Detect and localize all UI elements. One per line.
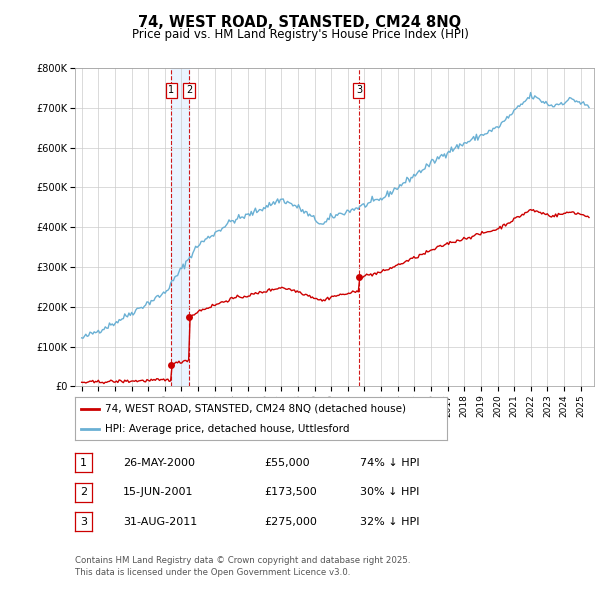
Text: Price paid vs. HM Land Registry's House Price Index (HPI): Price paid vs. HM Land Registry's House … [131, 28, 469, 41]
Text: 74, WEST ROAD, STANSTED, CM24 8NQ: 74, WEST ROAD, STANSTED, CM24 8NQ [139, 15, 461, 30]
Text: 30% ↓ HPI: 30% ↓ HPI [360, 487, 419, 497]
Text: 2: 2 [186, 85, 192, 95]
Text: £173,500: £173,500 [264, 487, 317, 497]
Text: 2: 2 [80, 487, 87, 497]
Text: £275,000: £275,000 [264, 517, 317, 526]
Text: HPI: Average price, detached house, Uttlesford: HPI: Average price, detached house, Uttl… [105, 424, 349, 434]
Text: 74% ↓ HPI: 74% ↓ HPI [360, 458, 419, 467]
Text: 3: 3 [356, 85, 362, 95]
Text: 31-AUG-2011: 31-AUG-2011 [123, 517, 197, 526]
Text: This data is licensed under the Open Government Licence v3.0.: This data is licensed under the Open Gov… [75, 568, 350, 577]
Bar [172, 68, 189, 386]
Text: 74, WEST ROAD, STANSTED, CM24 8NQ (detached house): 74, WEST ROAD, STANSTED, CM24 8NQ (detac… [105, 404, 406, 414]
Text: 15-JUN-2001: 15-JUN-2001 [123, 487, 193, 497]
Text: 1: 1 [80, 458, 87, 467]
Text: 32% ↓ HPI: 32% ↓ HPI [360, 517, 419, 526]
Text: 26-MAY-2000: 26-MAY-2000 [123, 458, 195, 467]
Text: 1: 1 [169, 85, 175, 95]
Text: 3: 3 [80, 517, 87, 526]
Text: £55,000: £55,000 [264, 458, 310, 467]
Text: Contains HM Land Registry data © Crown copyright and database right 2025.: Contains HM Land Registry data © Crown c… [75, 556, 410, 565]
